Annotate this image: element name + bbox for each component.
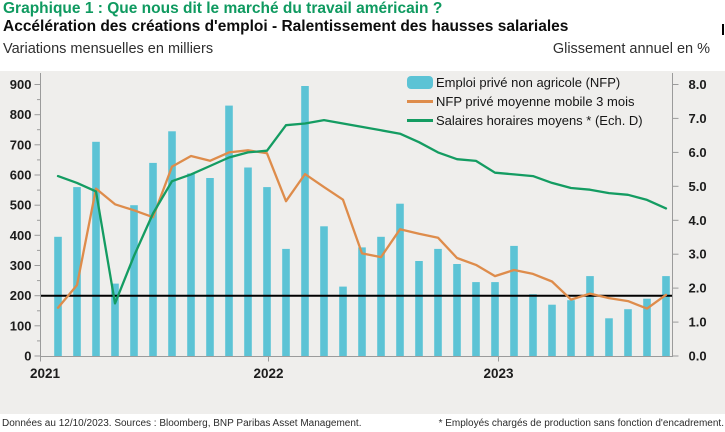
bar — [396, 203, 404, 356]
legend-item-ma3: NFP privé moyenne mobile 3 mois — [407, 92, 643, 111]
bar — [415, 261, 423, 356]
bar-swatch — [407, 76, 433, 89]
chart-title: Graphique 1 : Que nous dit le marché du … — [3, 0, 443, 17]
legend: Emploi privé non agricole (NFP) NFP priv… — [407, 73, 643, 130]
bar — [624, 309, 632, 356]
right-axis-caption: Glissement annuel en % — [552, 41, 710, 57]
y-axis-right-label: 2.0 — [689, 281, 707, 296]
y-axis-left: 0 100 200 300 400 500 600 700 800 900 — [10, 73, 41, 364]
y-axis-left-label: 0 — [24, 349, 31, 364]
y-axis-right: 0.0 1.0 2.0 3.0 4.0 5.0 6.0 7.0 8.0 — [672, 73, 707, 364]
green-line-swatch — [407, 119, 433, 122]
y-axis-right-label: 7.0 — [689, 111, 707, 126]
bar — [92, 141, 100, 356]
y-axis-right-label: 4.0 — [689, 213, 707, 228]
bar — [244, 167, 252, 356]
bar — [434, 248, 442, 356]
left-axis-caption: Variations mensuelles en milliers — [3, 41, 214, 57]
bar — [168, 131, 176, 356]
edge-artifact — [722, 24, 724, 35]
bar — [301, 86, 309, 356]
chart-subtitle: Accélération des créations d'emploi - Ra… — [3, 18, 569, 35]
year-label: 2023 — [483, 366, 514, 381]
y-axis-left-label: 800 — [10, 107, 32, 122]
y-axis-right-label: 8.0 — [689, 77, 707, 92]
y-axis-left-label: 400 — [10, 228, 32, 243]
bar — [187, 173, 195, 356]
bar — [206, 178, 214, 356]
year-label: 2021 — [30, 366, 61, 381]
legend-label-ma3: NFP privé moyenne mobile 3 mois — [436, 94, 635, 109]
y-axis-left-label: 200 — [10, 288, 32, 303]
y-axis-left-label: 700 — [10, 137, 32, 152]
bar — [605, 318, 613, 356]
y-axis-right-label: 0.0 — [689, 349, 707, 364]
y-axis-right-label: 5.0 — [689, 179, 707, 194]
year-label: 2022 — [253, 366, 283, 381]
y-axis-right-label: 6.0 — [689, 145, 707, 160]
legend-item-nfp: Emploi privé non agricole (NFP) — [407, 73, 643, 92]
bar — [662, 276, 670, 356]
wages-line — [56, 118, 668, 305]
bar — [643, 298, 651, 356]
bar — [453, 264, 461, 356]
bar — [130, 205, 138, 356]
bar — [358, 247, 366, 356]
bar — [472, 282, 480, 356]
bar — [225, 105, 233, 356]
legend-label-nfp: Emploi privé non agricole (NFP) — [436, 75, 621, 90]
y-axis-left-label: 600 — [10, 168, 32, 183]
bar — [263, 187, 271, 356]
bar — [339, 286, 347, 356]
y-axis-left-label: 300 — [10, 258, 32, 273]
bar — [111, 283, 119, 356]
x-axis: 2021 2022 2023 — [30, 356, 673, 381]
footer-source: Données au 12/10/2023. Sources : Bloombe… — [2, 418, 362, 429]
bar — [282, 248, 290, 356]
bar — [586, 276, 594, 356]
bar — [510, 245, 518, 356]
bar — [548, 304, 556, 356]
y-axis-left-label: 900 — [10, 77, 32, 92]
bars-series — [54, 86, 670, 356]
bar — [320, 226, 328, 356]
legend-label-wages: Salaires horaires moyens * (Ech. D) — [436, 113, 643, 128]
y-axis-left-label: 500 — [10, 198, 32, 213]
footer-note: * Employés chargés de production sans fo… — [438, 418, 724, 429]
nfp-ma3-line — [56, 149, 668, 310]
bar — [149, 162, 157, 356]
bar — [567, 300, 575, 356]
legend-item-wages: Salaires horaires moyens * (Ech. D) — [407, 111, 643, 130]
bar — [491, 282, 499, 356]
bar — [73, 187, 81, 356]
bar — [529, 294, 537, 356]
y-axis-left-label: 100 — [10, 318, 32, 333]
footer: Données au 12/10/2023. Sources : Bloombe… — [0, 414, 725, 432]
y-axis-right-label: 1.0 — [689, 315, 707, 330]
y-axis-right-label: 3.0 — [689, 247, 707, 262]
orange-line-swatch — [407, 100, 433, 103]
